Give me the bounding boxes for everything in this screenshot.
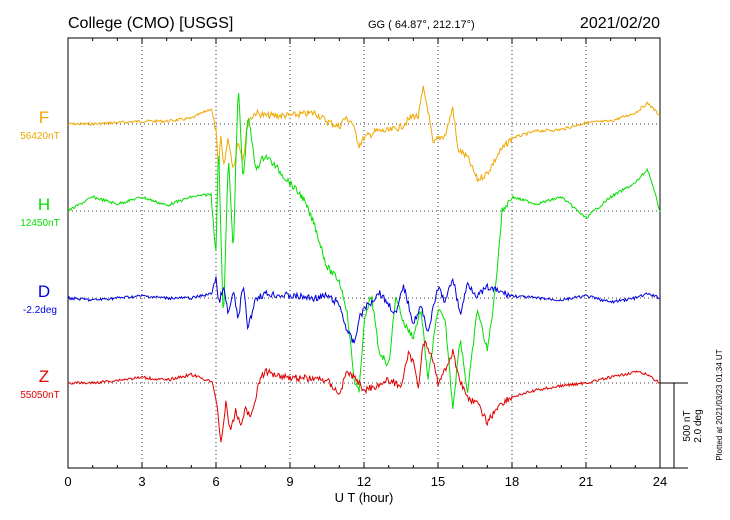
x-tick-label-24: 24 [653,474,667,489]
series-baseline-F: 56420nT [20,131,59,142]
series-name-H: H [38,195,50,214]
x-tick-label-15: 15 [431,474,445,489]
series-baseline-Z: 55050nT [20,390,59,401]
series-line-Z [67,339,661,443]
series-line-F [67,85,661,183]
series-labels: F 56420nT H 12450nT D -2.2deg Z 55050nT [20,108,59,401]
x-tick-label-6: 6 [212,474,219,489]
scale-bar: 500 nT 2.0 deg [660,382,704,469]
series-name-F: F [39,108,49,127]
x-tick-label-18: 18 [505,474,519,489]
series-line-D [67,276,661,344]
x-tick-label-0: 0 [64,474,71,489]
x-tick-label-12: 12 [357,474,371,489]
scale-nt-label: 500 nT [682,410,693,441]
station-coords: GG ( 64.87°, 212.17°) [368,19,475,31]
x-tick-label-3: 3 [138,474,145,489]
grid-lines [141,38,587,468]
series-line-H [67,92,661,409]
x-axis-label: U T (hour) [335,490,394,505]
x-tick-label-9: 9 [286,474,293,489]
series-baseline-H: 12450nT [20,218,59,229]
x-ticks: 0 3 6 9 12 15 18 21 24 [64,38,667,489]
scale-deg-label: 2.0 deg [693,409,704,442]
plotted-timestamp: Plotted at 2021/03/23 01:34 UT [715,349,724,460]
series-lines [67,85,661,443]
plot-date: 2021/02/20 [580,15,660,32]
x-tick-label-21: 21 [579,474,593,489]
series-name-D: D [38,282,50,301]
baselines [68,123,660,384]
series-baseline-D: -2.2deg [23,305,57,316]
series-name-Z: Z [39,367,49,386]
station-title: College (CMO) [USGS] [68,15,233,32]
